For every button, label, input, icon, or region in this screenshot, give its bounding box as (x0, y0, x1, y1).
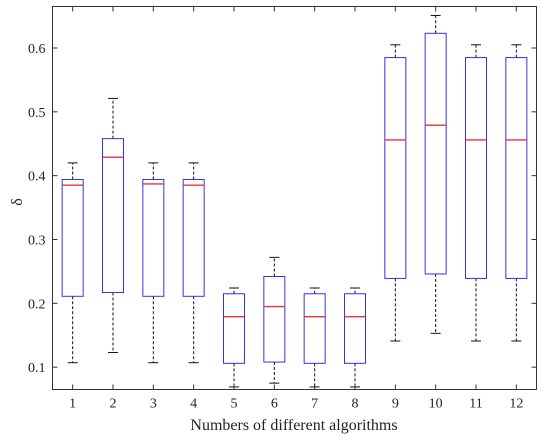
y-tick-label: 0.6 (28, 42, 46, 57)
y-ticks: 0.1 0.2 0.3 0.4 0.5 0.6 (28, 42, 537, 376)
box-group-7 (303, 287, 326, 388)
plot-area: 0.10.20.30.40.50.6 1 2 3 4 5 6 7 8 9 10 11 12 (28, 6, 537, 412)
x-tick-label: 4 (190, 397, 197, 412)
box (182, 178, 205, 297)
box (344, 293, 366, 364)
box (102, 138, 124, 293)
axes-frame (52, 6, 537, 390)
box (263, 276, 286, 363)
box-group-5 (223, 287, 245, 388)
y-tick-label: 0.4 (28, 170, 46, 185)
box-group-4 (182, 162, 205, 364)
x-tick-label: 9 (392, 397, 399, 412)
x-tick-label: 3 (150, 397, 157, 412)
box (384, 57, 407, 279)
box (142, 178, 165, 297)
x-axis-label: Numbers of different algorithms (190, 417, 397, 434)
x-tick-label: 7 (311, 397, 318, 412)
box-group-6 (263, 256, 286, 384)
x-tick-label: 5 (231, 397, 238, 412)
x-tick-label: 1 (69, 397, 76, 412)
box-group-2 (102, 97, 124, 353)
box-group-1 (61, 162, 84, 364)
x-tick-label: 2 (110, 397, 117, 412)
box-group-9 (384, 44, 407, 342)
box (465, 57, 487, 279)
x-tick-label: 10 (429, 397, 443, 412)
box-group-12 (505, 44, 528, 342)
x-tick-label: 11 (469, 397, 482, 412)
y-tick-label: 0.3 (28, 233, 46, 248)
x-tick-label: 8 (352, 397, 359, 412)
box (223, 293, 245, 364)
box (424, 32, 447, 275)
box (303, 293, 326, 364)
y-tick-label: 0.2 (28, 297, 46, 312)
box-group-11 (465, 44, 487, 342)
y-tick-label: 0.1 (28, 361, 46, 376)
x-tick-label: 6 (271, 397, 278, 412)
box (61, 178, 84, 297)
x-tick-label: 12 (509, 397, 523, 412)
box-group-3 (142, 162, 165, 364)
box-group-10 (424, 14, 447, 334)
x-ticks: 1 2 3 4 5 6 7 8 9 10 11 12 (69, 6, 523, 412)
y-axis-label: δ (9, 198, 26, 206)
box (505, 57, 528, 279)
box-group-8 (344, 287, 366, 388)
boxes-layer (61, 14, 528, 388)
y-tick-label: 0.5 (28, 106, 46, 121)
